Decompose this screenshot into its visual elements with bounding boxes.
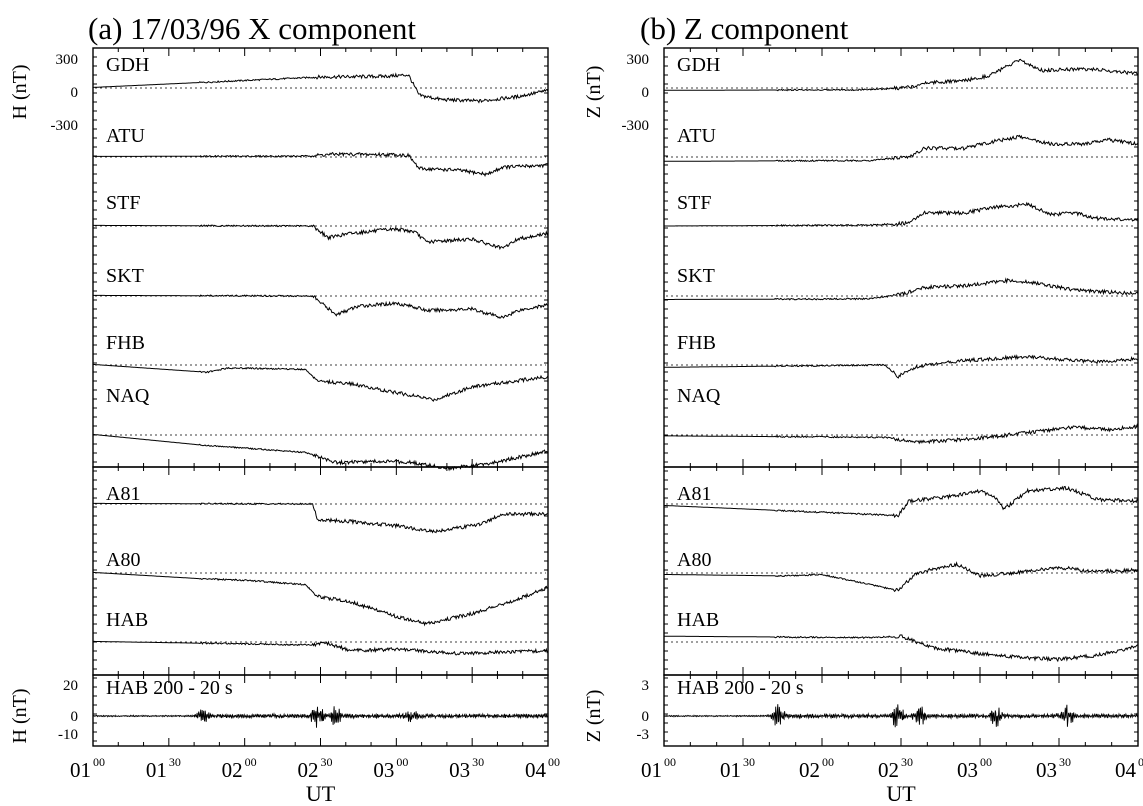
x-axis-label: UT (306, 781, 336, 806)
station-label-skt: SKT (677, 265, 715, 287)
station-label-skt: SKT (106, 265, 144, 287)
trace-skt (93, 294, 549, 319)
station-label-atu: ATU (106, 125, 145, 147)
x-tick-label: 04 (525, 758, 547, 782)
plot-frame (92, 47, 549, 468)
x-tick-label: 02 (298, 758, 319, 782)
station-label-gdh: GDH (677, 54, 720, 76)
station-label-gdh: GDH (106, 54, 149, 76)
x-tick-label: 03 (957, 758, 978, 782)
trace-gdh (93, 72, 549, 104)
x-tick-label-minutes: 00 (245, 755, 257, 769)
trace-fhb (92, 363, 549, 402)
station-label-naq: NAQ (677, 385, 721, 407)
station-label-hab: HAB (106, 609, 148, 631)
chart-title: (b) Z component (640, 11, 849, 46)
station-label-stf: STF (106, 192, 140, 214)
trace-naq (92, 433, 549, 472)
chart-title: (a) 17/03/96 X component (88, 11, 416, 46)
y-tick-label: 0 (642, 85, 650, 101)
x-tick-label: 01 (146, 758, 167, 782)
trace-atu (93, 151, 549, 177)
station-label-a80: A80 (677, 549, 711, 571)
trace-stf (93, 224, 549, 251)
x-tick-label-minutes: 30 (901, 755, 913, 769)
trace-a81 (93, 502, 549, 534)
trace-hab (93, 640, 549, 656)
trace-fhb (664, 354, 1139, 379)
y-tick-label: 300 (56, 52, 79, 68)
x-tick-label: 03 (373, 758, 394, 782)
station-label-hab: HAB (677, 609, 719, 631)
x-tick-label: 01 (720, 758, 741, 782)
station-label-atu: ATU (677, 125, 716, 147)
y-tick-label: -300 (622, 118, 650, 134)
station-label-a81: A81 (677, 483, 711, 505)
plot-frame (663, 466, 1139, 676)
x-axis-label: UT (886, 781, 916, 806)
trace-skt (664, 277, 1139, 301)
filtered-y-tick-label: 0 (642, 709, 650, 725)
trace-a81 (663, 485, 1139, 519)
x-tick-label-minutes: 00 (396, 755, 408, 769)
x-tick-label-minutes: 00 (93, 755, 105, 769)
x-tick-label: 03 (1036, 758, 1057, 782)
y-tick-label: 0 (71, 85, 79, 101)
y-axis-label: H (nT) (9, 65, 31, 120)
filtered-y-axis-label: Z (nT) (583, 690, 605, 743)
trace-a80 (92, 571, 549, 627)
x-tick-label: 01 (641, 758, 662, 782)
x-tick-label-minutes: 30 (1059, 755, 1071, 769)
x-tick-label: 02 (799, 758, 820, 782)
filtered-y-tick-label: 20 (63, 678, 78, 694)
filtered-label: HAB 200 - 20 s (677, 677, 804, 699)
y-axis-label: Z (nT) (583, 66, 605, 119)
trace-atu (664, 134, 1139, 163)
x-tick-label-minutes: 30 (472, 755, 484, 769)
plot-frame (663, 47, 1139, 468)
filtered-trace (92, 706, 549, 728)
x-tick-label: 04 (1115, 758, 1137, 782)
x-tick-label-minutes: 30 (169, 755, 181, 769)
filtered-trace (663, 704, 1139, 728)
trace-a80 (664, 561, 1139, 593)
x-tick-label-minutes: 30 (321, 755, 333, 769)
filtered-y-tick-label: -3 (637, 727, 650, 743)
x-tick-label-minutes: 00 (664, 755, 676, 769)
station-label-stf: STF (677, 192, 711, 214)
filtered-y-tick-label: 0 (71, 709, 79, 725)
station-label-a81: A81 (106, 483, 140, 505)
x-tick-label: 01 (70, 758, 91, 782)
x-tick-label-minutes: 00 (548, 755, 560, 769)
filtered-y-axis-label: H (nT) (9, 689, 31, 744)
filtered-y-tick-label: 3 (642, 678, 650, 694)
trace-hab (664, 634, 1139, 663)
trace-gdh (664, 58, 1139, 92)
trace-stf (664, 201, 1139, 227)
y-tick-label: 300 (627, 52, 650, 68)
station-label-a80: A80 (106, 549, 140, 571)
x-tick-label-minutes: 00 (822, 755, 834, 769)
x-tick-label-minutes: 30 (743, 755, 755, 769)
x-tick-label-minutes: 00 (980, 755, 992, 769)
station-label-fhb: FHB (677, 332, 716, 354)
filtered-y-tick-label: -10 (58, 727, 78, 743)
filtered-label: HAB 200 - 20 s (106, 677, 233, 699)
plot-frame (92, 466, 549, 676)
trace-naq (664, 423, 1139, 445)
x-tick-label: 03 (449, 758, 470, 782)
x-tick-label-minutes: 00 (1138, 755, 1143, 769)
y-tick-label: -300 (51, 118, 79, 134)
station-label-naq: NAQ (106, 385, 150, 407)
x-tick-label: 02 (878, 758, 899, 782)
station-label-fhb: FHB (106, 332, 145, 354)
x-tick-label: 02 (222, 758, 243, 782)
